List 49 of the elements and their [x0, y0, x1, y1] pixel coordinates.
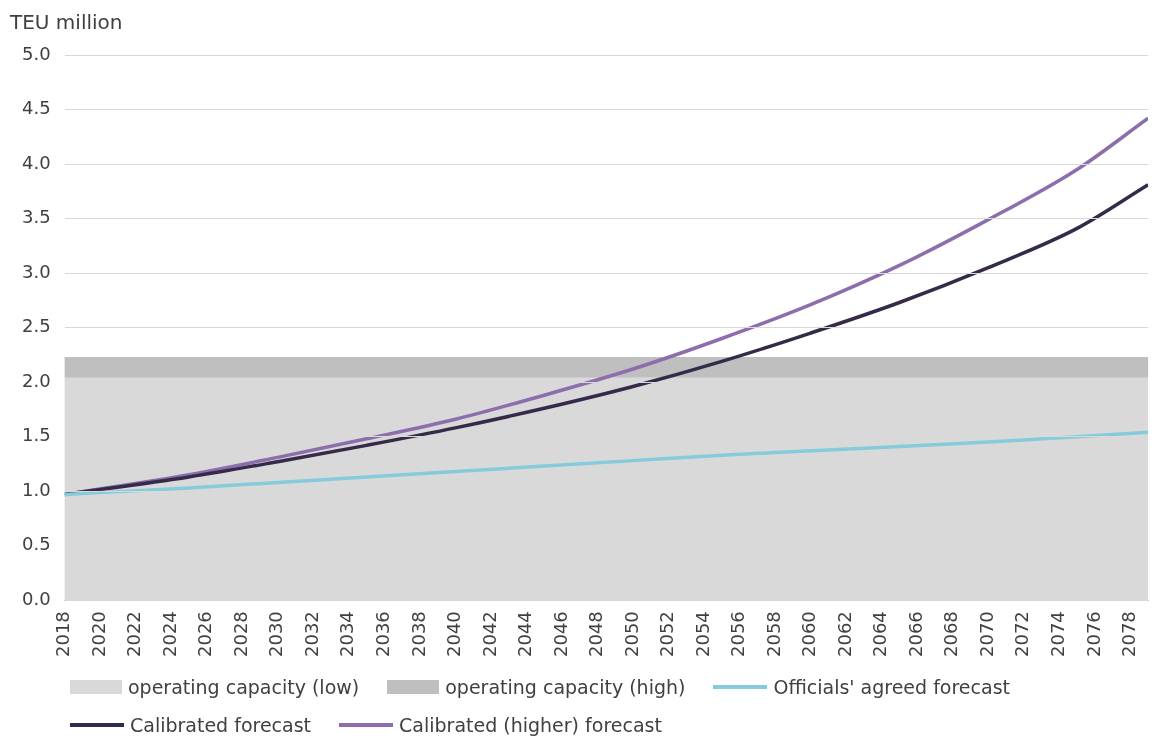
y-tick-label: 5.0: [21, 42, 51, 64]
x-tick-label: 2054: [691, 611, 713, 657]
x-tick-label: 2064: [869, 611, 891, 657]
y-tick-label: 4.5: [21, 97, 51, 119]
y-tick-label: 0.0: [21, 587, 51, 609]
x-tick-label: 2076: [1082, 611, 1104, 657]
x-tick-label: 2038: [407, 611, 429, 657]
x-tick-label: 2040: [443, 611, 465, 657]
x-tick-label: 2042: [478, 611, 500, 657]
y-tick-label: 2.5: [21, 315, 51, 337]
x-tick-label: 2034: [336, 611, 358, 657]
x-tick-label: 2070: [975, 611, 997, 657]
y-tick-label: 3.0: [21, 260, 51, 282]
x-tick-label: 2050: [620, 611, 642, 657]
x-tick-label: 2032: [300, 611, 322, 657]
line-series: [64, 430, 1149, 497]
x-tick-label: 2022: [123, 611, 145, 657]
x-tick-label: 2062: [833, 611, 855, 657]
y-tick-label: 2.0: [21, 369, 51, 391]
y-tick-label: 4.0: [21, 151, 51, 173]
x-tick-label: 2072: [1011, 611, 1033, 657]
y-tick-label: 3.5: [21, 206, 51, 228]
x-tick-label: 2052: [656, 611, 678, 657]
x-tick-label: 2078: [1118, 611, 1140, 657]
legend-label: Calibrated (higher) forecast: [399, 714, 662, 736]
x-tick-label: 2030: [265, 611, 287, 657]
x-tick-label: 2056: [727, 611, 749, 657]
x-tick-label: 2048: [585, 611, 607, 657]
x-tick-label: 2026: [194, 611, 216, 657]
y-tick-label: 0.5: [21, 533, 51, 555]
x-tick-label: 2028: [229, 611, 251, 657]
legend-label: Officials' agreed forecast: [773, 676, 1010, 698]
x-tick-label: 2074: [1046, 611, 1068, 657]
x-tick-label: 2066: [904, 611, 926, 657]
y-tick-label: 1.0: [21, 478, 51, 500]
x-tick-label: 2018: [52, 611, 74, 657]
y-axis-title: TEU million: [10, 10, 123, 34]
legend-label: Calibrated forecast: [130, 714, 312, 736]
legend-label: operating capacity (low): [128, 676, 360, 698]
x-tick-label: 2068: [940, 611, 962, 657]
x-tick-label: 2036: [372, 611, 394, 657]
x-tick-label: 2044: [514, 611, 536, 657]
y-tick-label: 1.5: [21, 424, 51, 446]
x-tick-label: 2020: [87, 611, 109, 657]
x-tick-label: 2060: [798, 611, 820, 657]
x-tick-label: 2058: [762, 611, 784, 657]
x-tick-label: 2024: [158, 611, 180, 657]
x-tick-label: 2046: [549, 611, 571, 657]
legend-label: operating capacity (high): [445, 676, 686, 698]
